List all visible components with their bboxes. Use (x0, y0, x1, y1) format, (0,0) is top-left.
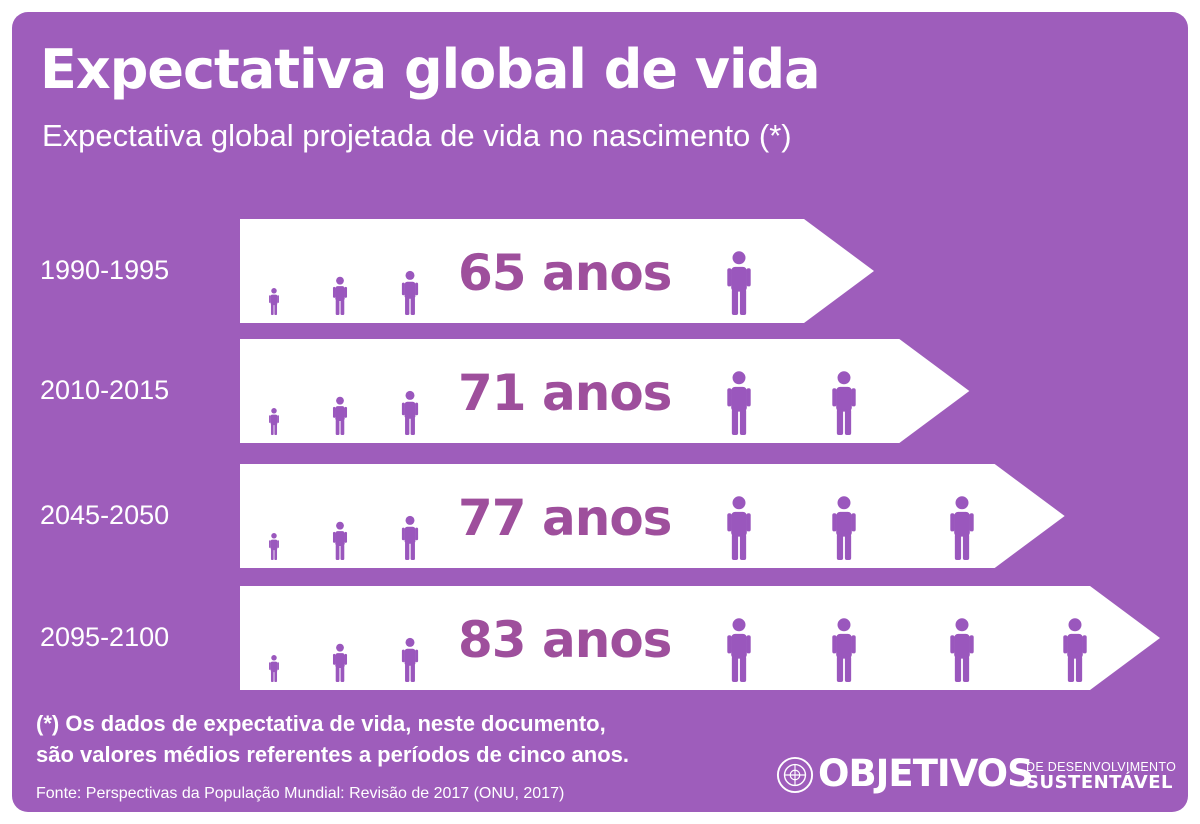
value-label: 83 anos (458, 611, 671, 669)
person-icon (269, 533, 279, 560)
life-expectancy-bar (240, 339, 970, 443)
person-icon (269, 655, 279, 682)
person-icon (332, 276, 348, 315)
period-label: 2010-2015 (40, 375, 169, 405)
source-note: Fonte: Perspectivas da População Mundial… (36, 785, 565, 802)
person-icon (832, 371, 856, 435)
person-icon (401, 515, 419, 560)
value-label: 77 anos (458, 489, 671, 547)
person-icon (950, 618, 974, 682)
page-title: Expectativa global de vida (40, 38, 821, 101)
person-icon (727, 496, 751, 560)
footnote-line-1: (*) Os dados de expectativa de vida, nes… (36, 711, 606, 736)
person-icon (401, 637, 419, 682)
life-expectancy-bar (240, 219, 874, 323)
person-icon (269, 408, 279, 435)
period-label: 2045-2050 (40, 500, 169, 530)
person-icon (1063, 618, 1087, 682)
logo-subline-2: SUSTENTÁVEL (1026, 772, 1173, 793)
logo-wordmark: OBJETIVOS (818, 752, 1034, 795)
value-label: 65 anos (458, 244, 671, 302)
person-icon (950, 496, 974, 560)
infographic-card: Expectativa global de vida Expectativa g… (12, 12, 1188, 812)
logo-subline-1: DE DESENVOLVIMENTO (1026, 760, 1177, 774)
person-icon (332, 521, 348, 560)
value-label: 71 anos (458, 364, 671, 422)
person-icon (401, 390, 419, 435)
page-subtitle: Expectativa global projetada de vida no … (42, 118, 792, 153)
life-expectancy-bar (240, 586, 1160, 690)
un-emblem-icon (776, 756, 814, 794)
person-icon (832, 618, 856, 682)
person-icon (401, 270, 419, 315)
footnote-line-2: são valores médios referentes a períodos… (36, 742, 630, 767)
period-label: 1990-1995 (40, 255, 169, 285)
life-expectancy-bar (240, 464, 1065, 568)
person-icon (332, 643, 348, 682)
person-icon (832, 496, 856, 560)
person-icon (269, 288, 279, 315)
footnote: (*) Os dados de expectativa de vida, nes… (36, 708, 736, 770)
person-icon (727, 618, 751, 682)
person-icon (332, 396, 348, 435)
person-icon (727, 251, 751, 315)
sdg-logo: OBJETIVOS DE DESENVOLVIMENTO SUSTENTÁVEL (776, 750, 1176, 800)
person-icon (727, 371, 751, 435)
life-expectancy-chart: 1990-1995 65 anos 2010-2015 71 anos 2045-205… (40, 219, 1160, 690)
period-label: 2095-2100 (40, 622, 169, 652)
